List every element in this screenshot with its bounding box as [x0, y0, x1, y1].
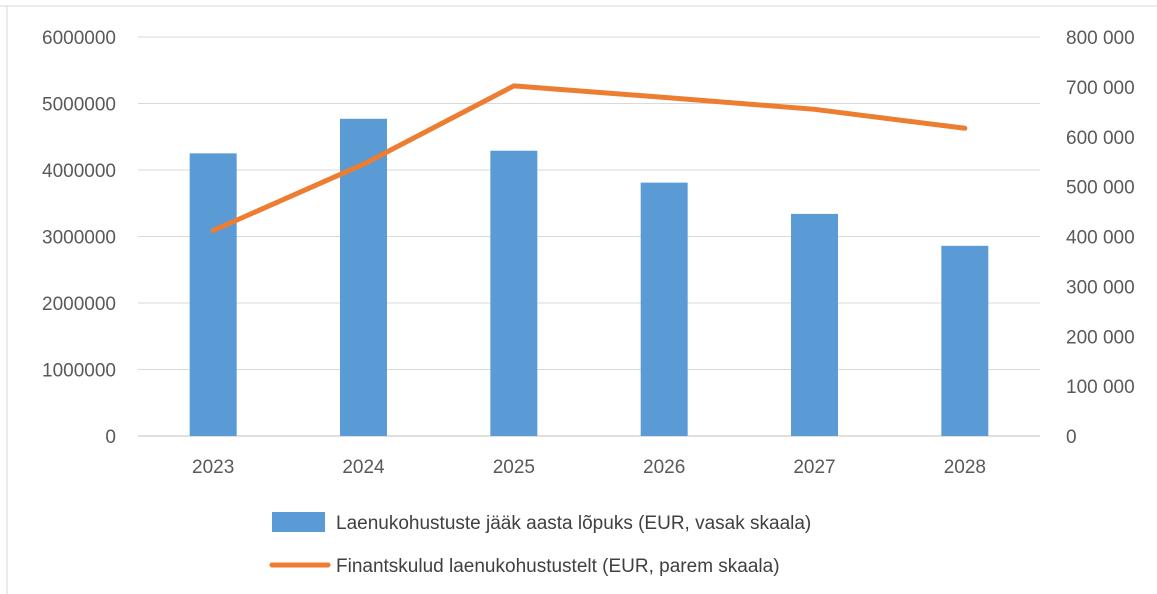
left-axis-tick-label: 0 [105, 427, 116, 448]
left-axis-tick-label: 6000000 [42, 28, 116, 49]
line-series-path [210, 83, 968, 234]
right-axis-tick-label: 700 000 [1066, 78, 1135, 99]
left-axis-tick-label: 4000000 [42, 161, 116, 182]
x-axis-tick-label: 2026 [643, 457, 685, 478]
legend-label-line: Finantskulud laenukohustustelt (EUR, par… [336, 556, 780, 577]
right-axis-tick-label: 500 000 [1066, 178, 1135, 199]
right-axis-tick-label: 200 000 [1066, 327, 1135, 348]
legend: Laenukohustuste jääk aasta lõpuks (EUR, … [269, 512, 811, 577]
right-axis-tick-label: 600 000 [1066, 128, 1135, 149]
gridlines [138, 36, 1040, 437]
legend-label-bars: Laenukohustuste jääk aasta lõpuks (EUR, … [336, 513, 811, 534]
x-axis-tick-label: 2027 [793, 457, 835, 478]
left-axis-tick-label: 2000000 [42, 294, 116, 315]
left-axis-tick-label: 3000000 [42, 228, 116, 249]
right-axis-tick-label: 0 [1066, 427, 1077, 448]
left-axis-tick-label: 1000000 [42, 361, 116, 382]
x-axis-tick-label: 2025 [493, 457, 535, 478]
legend-swatch-bar [272, 512, 325, 532]
line-series [210, 83, 968, 234]
right-axis-tick-label: 800 000 [1066, 28, 1135, 49]
left-axis: 0 1000000 2000000 3000000 4000000 5000000 6000… [42, 28, 116, 448]
bar-series [189, 118, 989, 437]
bar [791, 213, 838, 436]
bar [941, 245, 989, 436]
right-axis-tick-label: 300 000 [1066, 277, 1135, 298]
x-axis-tick-label: 2024 [342, 457, 385, 478]
x-axis-tick-label: 2028 [944, 457, 986, 478]
right-axis-tick-label: 100 000 [1066, 377, 1135, 398]
x-axis: 2023 2024 2025 2026 2027 2028 [192, 457, 986, 478]
left-axis-tick-label: 5000000 [42, 95, 116, 116]
right-axis-tick-label: 400 000 [1066, 228, 1135, 249]
bar [189, 153, 237, 436]
bar [640, 182, 688, 436]
x-axis-tick-label: 2023 [192, 457, 234, 478]
bar [490, 150, 538, 436]
right-axis: 0 100 000 200 000 300 000 400 000 500 000 600 … [1066, 28, 1135, 448]
